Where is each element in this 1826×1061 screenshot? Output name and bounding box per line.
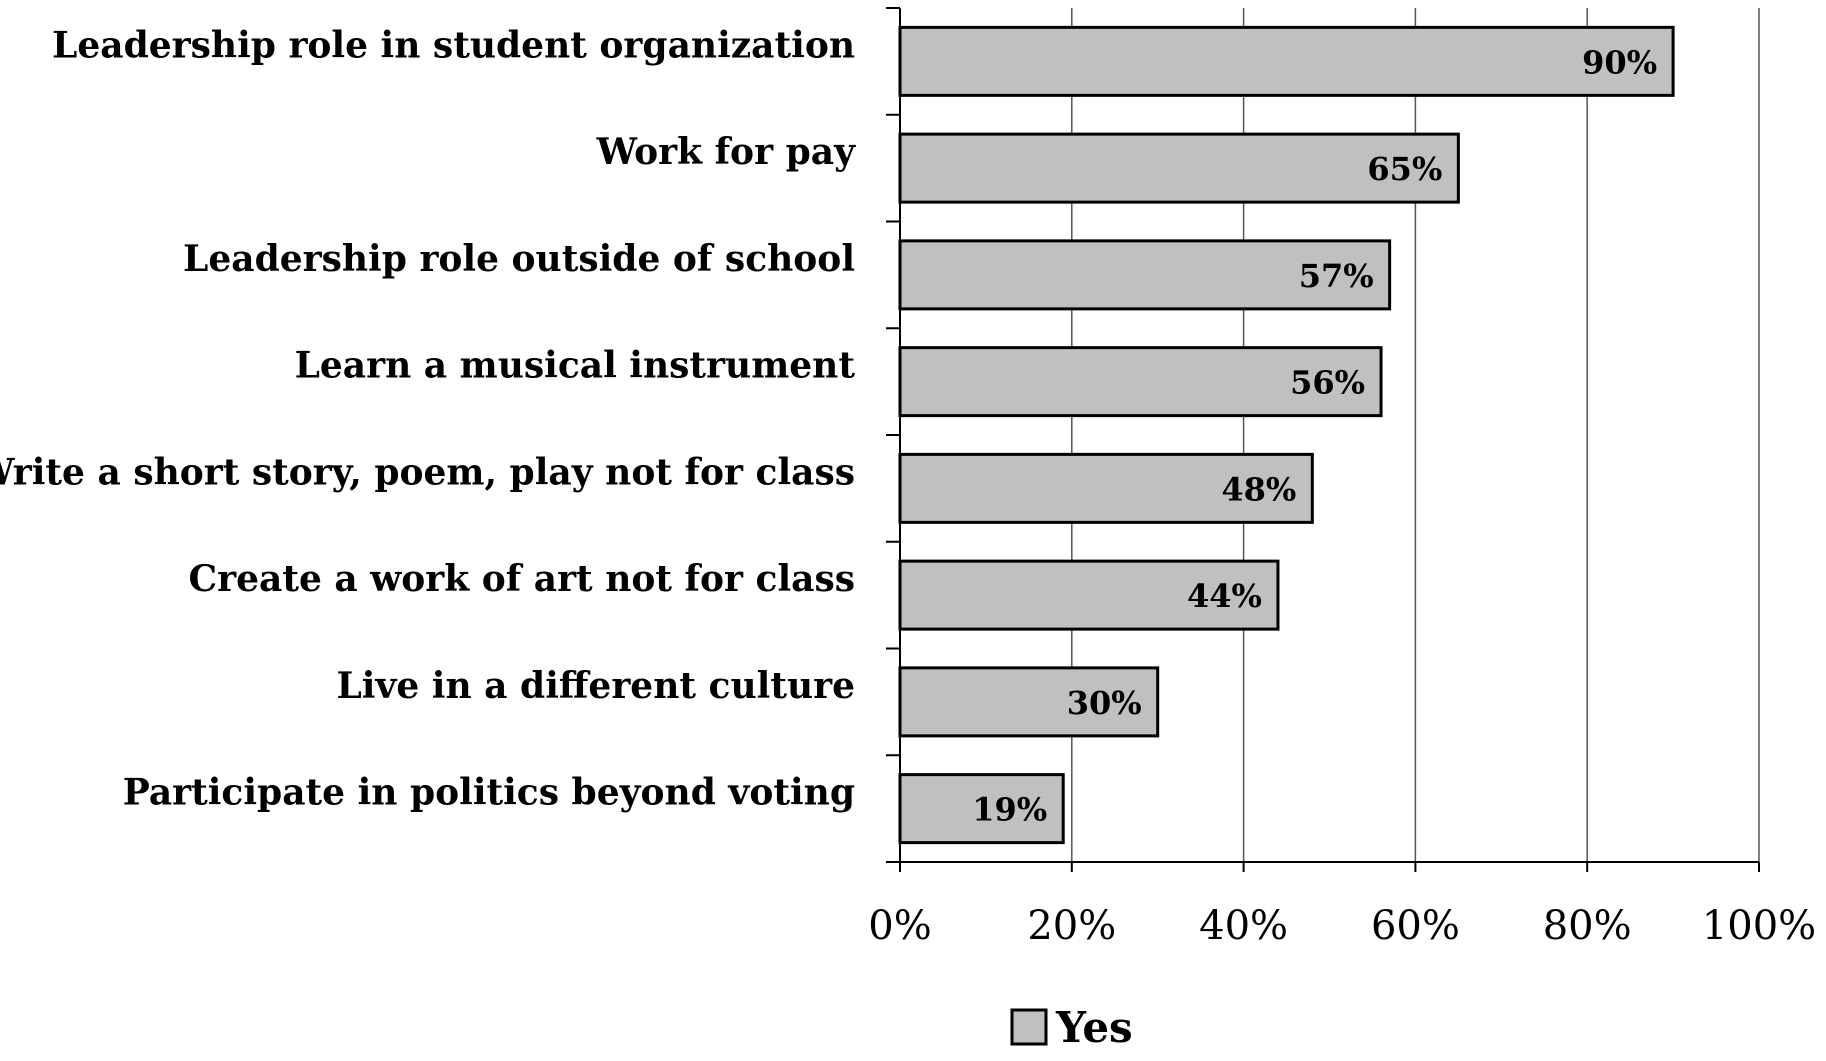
legend-label-yes: Yes [1055, 1003, 1133, 1052]
x-tick-label-100: 100% [1702, 903, 1816, 949]
category-label-3: Learn a musical instrument [295, 345, 856, 387]
bar-5 [898, 559, 1280, 631]
labels: 90% Leadership role in student organizati… [0, 24, 1816, 949]
data-label-2: 57% [1299, 257, 1374, 295]
x-tick-label-60: 60% [1371, 903, 1460, 949]
bar-6 [898, 666, 1160, 738]
data-label-3: 56% [1290, 364, 1365, 402]
category-label-5: Create a work of art not for class [188, 558, 855, 600]
x-tick-label-20: 20% [1027, 903, 1116, 949]
bars [898, 25, 1675, 845]
bar-1 [898, 132, 1460, 204]
bar-7 [898, 773, 1065, 845]
category-label-4: Write a short story, poem, play not for … [0, 451, 855, 493]
category-label-6: Live in a different culture [336, 665, 855, 707]
legend-swatch-yes [1010, 1008, 1048, 1046]
data-label-4: 48% [1221, 470, 1296, 508]
axes [886, 7, 1760, 872]
bar-0 [898, 25, 1675, 97]
data-label-5: 44% [1187, 577, 1262, 615]
bar-3 [898, 346, 1383, 418]
category-label-0: Leadership role in student organization [52, 24, 855, 66]
bar-4 [898, 452, 1314, 524]
x-tick-label-40: 40% [1199, 903, 1288, 949]
category-label-7: Participate in politics beyond voting [123, 772, 855, 814]
data-label-1: 65% [1367, 150, 1442, 188]
x-tick-label-80: 80% [1543, 903, 1632, 949]
data-label-6: 30% [1067, 684, 1142, 722]
legend: Yes [1010, 1003, 1133, 1052]
category-label-1: Work for pay [596, 131, 856, 173]
data-label-0: 90% [1582, 43, 1657, 81]
x-tick-label-0: 0% [868, 903, 931, 949]
category-label-2: Leadership role outside of school [183, 238, 855, 280]
data-label-7: 19% [972, 791, 1047, 829]
